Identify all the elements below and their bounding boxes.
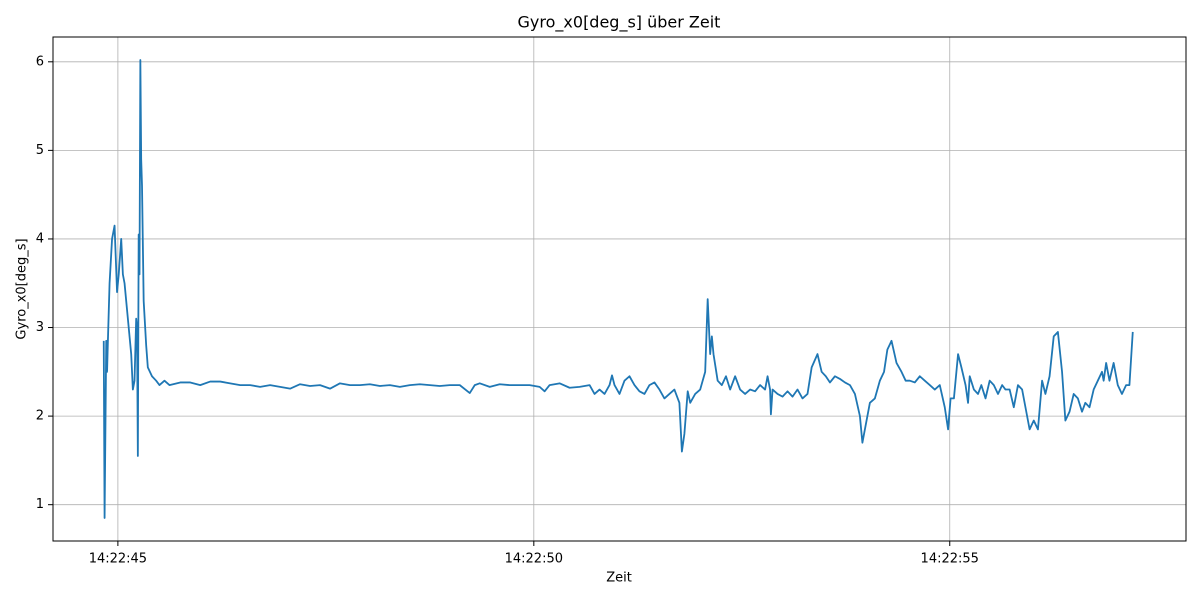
data-line — [102, 59, 1134, 519]
y-tick-label: 4 — [36, 231, 44, 246]
plot-frame — [52, 36, 1187, 542]
x-axis-label: Zeit — [606, 571, 632, 586]
y-tick-label: 6 — [36, 54, 44, 69]
chart-title: Gyro_x0[deg_s] über Zeit — [518, 13, 721, 33]
x-tick-label: 14:22:45 — [89, 552, 147, 567]
y-axis-label: Gyro_x0[deg_s] — [15, 238, 30, 339]
y-tick-label: 1 — [36, 497, 44, 512]
y-tick-label: 2 — [36, 409, 44, 424]
x-tick-label: 14:22:50 — [505, 552, 563, 567]
y-tick-label: 3 — [36, 320, 44, 335]
y-tick-label: 5 — [36, 143, 44, 158]
x-tick-label: 14:22:55 — [921, 552, 979, 567]
